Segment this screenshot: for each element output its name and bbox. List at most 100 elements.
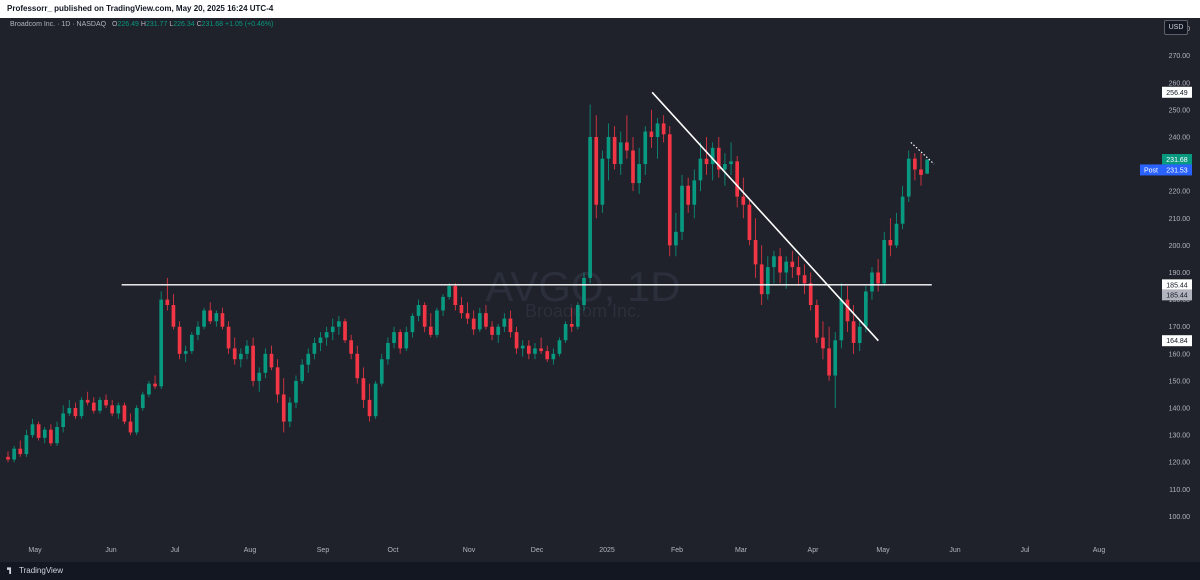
x-tick-label: Sep (317, 547, 330, 554)
candle-body (367, 399, 372, 417)
candle-body (196, 326, 200, 335)
x-tick-label: 2025 (599, 547, 615, 554)
candle-body (894, 223, 899, 246)
currency-button[interactable]: USD (1164, 20, 1188, 35)
price-tag-label: 231.68 (1166, 157, 1188, 164)
candle-body (600, 158, 605, 205)
candle-body (551, 353, 556, 360)
candle-body (557, 340, 562, 354)
tradingview-icon (7, 567, 12, 575)
candle-body (422, 305, 427, 327)
chart-area[interactable]: AVGO, 1D Broadcom Inc. 100.00 110.00 120.0… (0, 18, 1200, 562)
y-tick-label: 140.00 (1169, 406, 1191, 413)
candle-body (661, 123, 666, 135)
candle-body (226, 326, 231, 349)
candle-body (49, 429, 53, 444)
low-label: L (169, 21, 174, 28)
candle-body (232, 348, 237, 360)
candle-body (588, 136, 592, 278)
candle-body (355, 353, 360, 379)
x-tick-label: Jun (949, 547, 960, 554)
candle-body (30, 424, 35, 436)
x-tick-label: Aug (1093, 547, 1106, 554)
candle-body (686, 185, 690, 205)
candle-body (545, 351, 550, 360)
candle-body (159, 299, 164, 387)
candle-body (563, 324, 568, 341)
candle-body (490, 326, 494, 335)
candle-body (582, 277, 586, 306)
candle-body (349, 340, 353, 354)
candle-body (288, 402, 292, 422)
candle-body (453, 286, 458, 306)
y-tick-label: 150.00 (1169, 378, 1191, 385)
candle-body (514, 332, 519, 349)
candle-body (116, 405, 121, 414)
change-value: +1.05 (+0.46%) (225, 21, 274, 28)
candle-body (735, 161, 740, 197)
time-axis[interactable]: May Jun Jul Aug Sep Oct Nov Dec 2025 Feb Mar Apr May… (28, 547, 1105, 554)
candle-body (637, 164, 641, 184)
y-tick-label: 270.00 (1169, 53, 1191, 60)
candle-body (667, 134, 672, 246)
candlestick-chart[interactable]: AVGO, 1D Broadcom Inc. 100.00110.00120.0… (0, 18, 1200, 562)
candle-body (759, 264, 764, 295)
candle-body (214, 313, 219, 322)
candle-body (147, 383, 151, 395)
candle-body (919, 169, 923, 175)
y-tick-label: 170.00 (1169, 324, 1191, 331)
candle-body (698, 158, 703, 181)
symbol-legend[interactable]: Broadcom Inc. · 1D · NASDAQ O226.49 H231… (10, 21, 273, 28)
candle-body (110, 405, 115, 414)
candle-body (98, 399, 102, 411)
candle-body (306, 353, 311, 365)
y-tick-label: 160.00 (1169, 351, 1191, 358)
drawings[interactable] (121, 91, 935, 342)
candle-body (833, 340, 838, 376)
x-tick-label: Dec (531, 547, 544, 554)
candle-body (851, 321, 856, 343)
candle-body (680, 185, 684, 232)
candle-body (569, 324, 574, 327)
price-tag-box (1162, 289, 1192, 301)
tradingview-logo[interactable]: TradingView (7, 565, 63, 577)
candle-body (42, 429, 47, 438)
candle-body (729, 161, 733, 165)
candle-body (361, 378, 366, 400)
instrument-name: Broadcom Inc. · 1D · NASDAQ (10, 21, 107, 28)
candle-body (6, 456, 10, 460)
price-axis[interactable]: 100.00 110.00 120.00 130.00 140.00 150.00 160.… (1169, 26, 1191, 521)
candle-body (484, 313, 488, 327)
top-bar: Professorr_ published on TradingView.com… (0, 0, 1200, 18)
x-tick-label: Jun (105, 547, 116, 554)
candle-body (778, 256, 782, 273)
candle-body (618, 142, 623, 165)
y-tick-label: 240.00 (1169, 134, 1191, 141)
candle-body (821, 337, 825, 349)
candle-body (710, 147, 715, 165)
candle-body (85, 399, 90, 403)
candle-body (857, 326, 862, 343)
candles (6, 104, 929, 463)
candle-body (594, 136, 599, 205)
x-tick-label: Jul (1021, 547, 1030, 554)
candle-body (925, 159, 929, 174)
candle-body (343, 321, 347, 341)
candle-body (631, 150, 635, 184)
candle-body (508, 318, 513, 333)
candle-body (122, 405, 127, 422)
price-tag-box (1162, 86, 1192, 98)
candle-body (36, 424, 41, 438)
close-label: C (196, 21, 202, 28)
downtrend-line (651, 91, 879, 342)
candle-body (772, 256, 776, 268)
candle-body (790, 261, 795, 268)
candle-body (765, 267, 770, 295)
candle-body (643, 131, 648, 165)
y-tick-label: 190.00 (1169, 270, 1191, 277)
candle-body (435, 310, 439, 335)
open-label: O (112, 21, 118, 28)
candle-body (128, 421, 133, 433)
candle-body (814, 305, 819, 338)
x-tick-label: Oct (388, 547, 399, 554)
